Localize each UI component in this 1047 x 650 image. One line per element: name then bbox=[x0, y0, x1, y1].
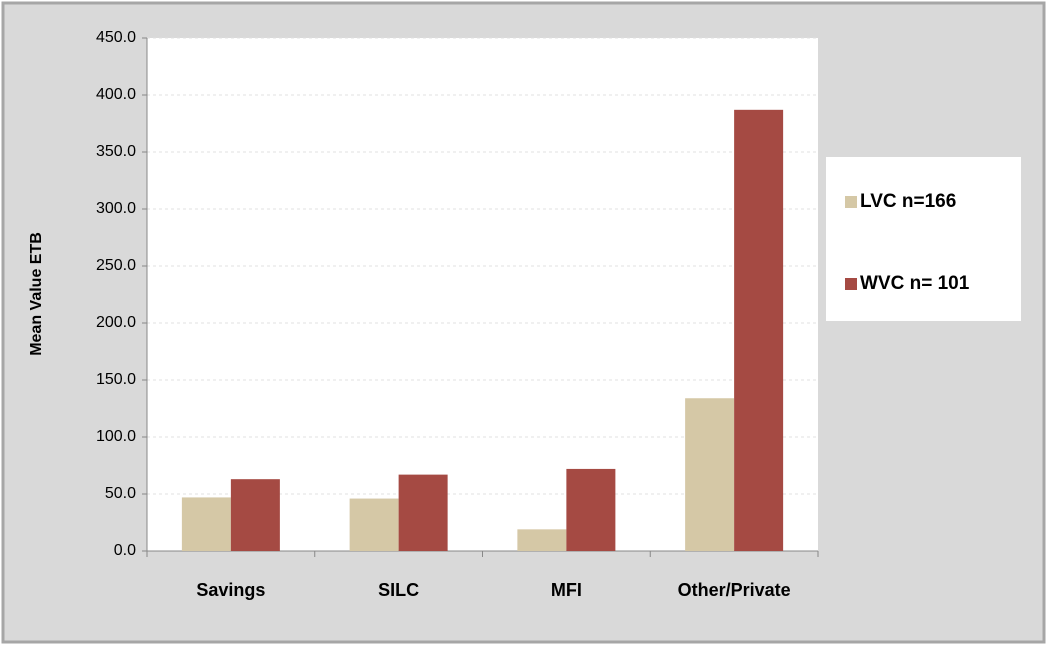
y-tick-label: 350.0 bbox=[96, 143, 136, 160]
y-tick-label: 400.0 bbox=[96, 86, 136, 103]
bar bbox=[685, 398, 735, 551]
legend-label: WVC n= 101 bbox=[860, 273, 970, 294]
y-tick-label: 300.0 bbox=[96, 200, 136, 217]
bar bbox=[230, 479, 280, 551]
legend-swatch bbox=[845, 196, 857, 208]
legend bbox=[826, 157, 1021, 321]
legend-label: LVC n=166 bbox=[860, 191, 956, 212]
bar bbox=[517, 529, 567, 551]
y-axis-label: Mean Value ETB bbox=[28, 232, 45, 356]
legend-swatch bbox=[845, 278, 857, 290]
bar bbox=[734, 109, 784, 551]
y-tick-label: 150.0 bbox=[96, 371, 136, 388]
x-tick-label: SILC bbox=[378, 580, 419, 600]
x-tick-label: MFI bbox=[551, 580, 582, 600]
x-tick-label: Savings bbox=[196, 580, 265, 600]
bar bbox=[398, 474, 448, 551]
y-tick-label: 250.0 bbox=[96, 257, 136, 274]
x-tick-label: Other/Private bbox=[678, 580, 791, 600]
y-tick-label: 50.0 bbox=[105, 485, 136, 502]
y-tick-label: 450.0 bbox=[96, 29, 136, 46]
y-tick-label: 0.0 bbox=[114, 542, 136, 559]
bar bbox=[349, 498, 399, 551]
y-tick-label: 100.0 bbox=[96, 428, 136, 445]
bar bbox=[181, 497, 231, 551]
y-tick-label: 200.0 bbox=[96, 314, 136, 331]
bar bbox=[566, 468, 616, 551]
